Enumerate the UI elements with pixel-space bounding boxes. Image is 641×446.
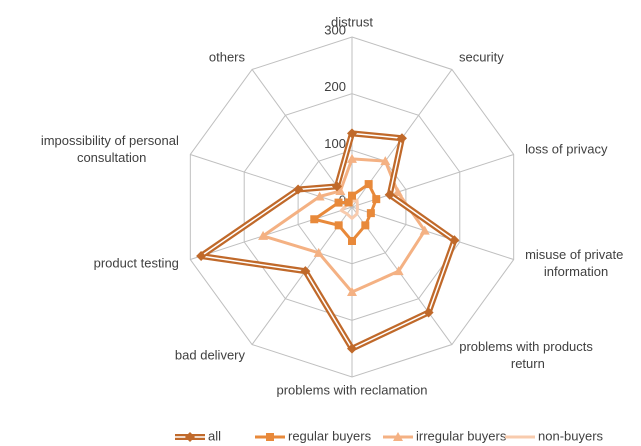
marker — [314, 191, 325, 201]
marker — [347, 343, 357, 354]
spoke — [351, 206, 514, 261]
category-label: bad delivery — [175, 347, 246, 362]
marker — [196, 251, 207, 262]
category-label: others — [209, 50, 246, 65]
category-label: loss of privacy — [525, 142, 608, 157]
marker — [334, 198, 343, 207]
marker — [313, 247, 324, 257]
spoke — [251, 206, 353, 345]
legend-label: all — [208, 428, 221, 443]
category-label: distrust — [331, 14, 373, 29]
marker — [423, 307, 434, 318]
marker — [361, 221, 370, 230]
marker — [310, 215, 319, 224]
marker — [392, 187, 403, 197]
y-tick-label: 100 — [324, 136, 346, 151]
marker — [347, 153, 357, 163]
marker — [344, 198, 353, 207]
legend-label: non-buyers — [538, 428, 604, 443]
legend-label: irregular buyers — [416, 428, 507, 443]
marker — [266, 433, 274, 441]
marker — [366, 209, 375, 218]
spoke — [190, 206, 353, 261]
spoke — [190, 153, 353, 208]
marker — [335, 185, 346, 195]
category-label: product testing — [94, 255, 179, 270]
spoke — [351, 206, 453, 345]
marker — [334, 221, 343, 230]
category-label: misuse of private information — [525, 247, 623, 279]
marker — [293, 184, 304, 195]
category-label: security — [459, 50, 504, 65]
marker — [185, 432, 195, 442]
marker — [384, 189, 395, 200]
marker — [364, 180, 373, 189]
category-label: impossibility of personal consultation — [41, 134, 179, 166]
marker — [372, 195, 381, 204]
marker — [396, 133, 407, 144]
marker — [348, 191, 356, 200]
marker — [347, 128, 357, 139]
marker — [449, 235, 460, 246]
marker — [380, 156, 391, 166]
marker — [393, 432, 403, 441]
marker — [332, 181, 343, 192]
marker — [393, 266, 404, 276]
y-tick-label: 300 — [324, 22, 346, 37]
category-label: problems with products return — [459, 339, 593, 371]
marker — [258, 230, 269, 240]
marker — [347, 287, 357, 296]
marker — [419, 225, 430, 235]
category-label: problems with reclamation — [276, 382, 427, 397]
y-tick-label: 200 — [324, 79, 346, 94]
marker — [348, 237, 356, 245]
marker — [300, 266, 311, 277]
legend-label: regular buyers — [288, 428, 372, 443]
